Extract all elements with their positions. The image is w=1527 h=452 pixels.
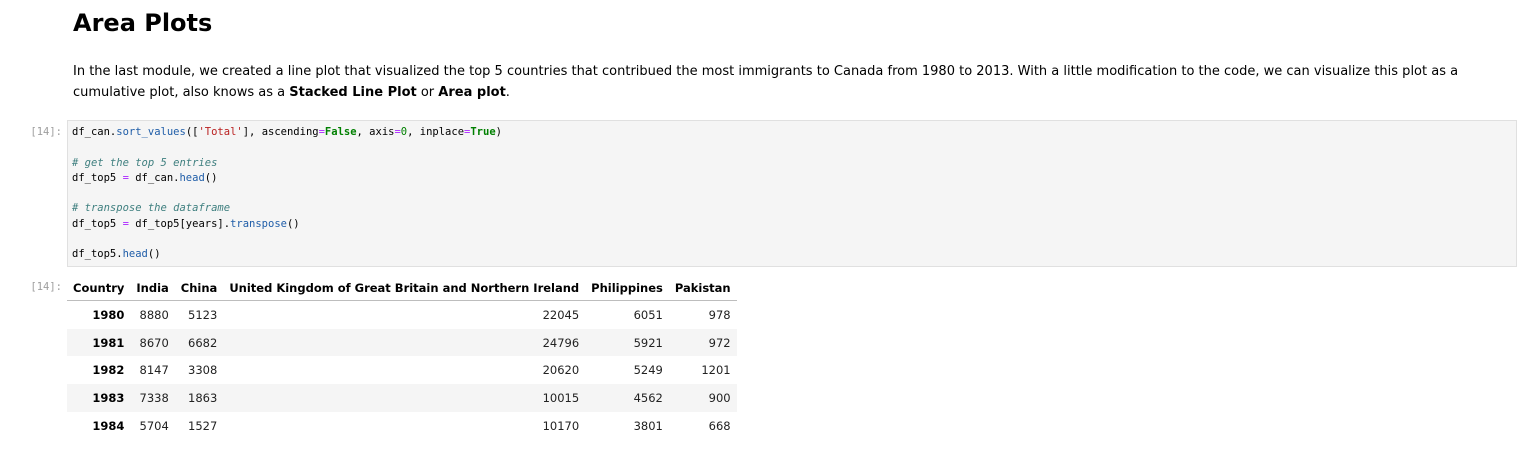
cell: 24796 [542,335,580,350]
output-prompt: [14]: [30,281,62,293]
code-token: # transpose the dataframe [72,202,231,215]
row-index: 1982 [92,363,125,378]
code-token: df_top5. [72,248,123,261]
cell: 1527 [188,418,218,433]
cell: 10015 [542,390,580,405]
cell: 22045 [542,307,580,322]
input-prompt: [14]: [30,126,62,138]
table-row: 1983 7338 1863 10015 4562 900 [67,384,737,412]
text: In the last module, we created a line pl… [73,64,1459,100]
code-line: df_top5 = df_top5[years].transpose() [72,217,1512,232]
table-row: 1984 5704 1527 10170 3801 668 [67,412,737,440]
code-token: = [318,126,325,138]
code-token: sort_values [116,126,186,138]
code-token: ) [495,126,502,138]
table-row: 1982 8147 3308 20620 5249 1201 [67,356,737,384]
code-line [72,186,1512,201]
column-header: United Kingdom of Great Britain and Nort… [223,275,586,301]
cell: 978 [708,307,731,322]
cell: 5921 [633,335,663,350]
header-row: Country India China United Kingdom of Great… [67,275,737,301]
code-line: df_top5 = df_can.head() [72,171,1512,186]
code-token: , axis [356,126,395,138]
cell: 6051 [633,307,663,322]
code-token: = [464,126,471,138]
cell: 8670 [139,335,169,350]
code-token: head [122,248,148,261]
code-token: ], ascending [242,126,319,138]
row-index: 1980 [92,307,125,322]
code-token: 'Total' [198,126,243,138]
row-index: 1984 [92,418,125,433]
code-token: () [147,248,161,261]
cell: 6682 [188,335,218,350]
code-token: ([ [185,126,199,138]
column-header: India [130,275,175,301]
code-line [72,232,1512,247]
code-line: df_top5.head() [72,247,1512,262]
code-token: True [470,126,496,138]
cell: 5123 [188,307,218,322]
cell: 1863 [188,390,218,405]
paragraph: In the last module, we created a line pl… [73,61,1503,103]
row-index: 1983 [92,390,125,405]
code-line: df_can.sort_values(['Total'], ascending=… [72,125,1512,140]
bold-text: Stacked Line Plot [289,85,417,100]
code-token: = [394,126,401,138]
text: . [505,85,510,100]
code-token: df_top5 [72,171,123,184]
cell: 3801 [633,418,663,433]
cell: 972 [708,335,731,350]
cell: 900 [708,390,731,405]
code-token: df_can. [128,171,180,184]
code-token: = [122,217,129,230]
code-token: df_top5 [72,217,123,230]
code-token: () [204,171,218,184]
bold-text: Area plot [438,85,506,100]
code-token: df_top5[years]. [128,217,231,230]
code-token: # get the top 5 entries [72,156,218,169]
code-line: # get the top 5 entries [72,156,1512,171]
code-line: # transpose the dataframe [72,201,1512,216]
table-row: 1980 8880 5123 22045 6051 978 [67,301,737,329]
output-table: Country India China United Kingdom of Great… [67,275,737,439]
code-token: df_can. [72,126,117,138]
code-token: , inplace [407,126,465,138]
cell: 668 [708,418,731,433]
column-header: Philippines [585,275,669,301]
cell: 8147 [139,363,169,378]
column-header: Pakistan [668,275,737,301]
cell: 5249 [633,363,663,378]
cell: 4562 [633,390,663,405]
code-line [72,140,1512,155]
column-header: China [174,275,224,301]
cell: 10170 [542,418,580,433]
cell: 8880 [139,307,169,322]
code-token: head [179,171,205,184]
code-token: 0 [400,126,408,138]
cell: 20620 [542,363,580,378]
code-token: () [286,217,300,230]
code-token: transpose [230,217,287,230]
cell: 5704 [139,418,169,433]
cell: 3308 [188,363,218,378]
text: or [416,85,439,100]
row-index: 1981 [92,335,125,350]
heading: Area Plots [73,9,213,37]
cell: 1201 [701,363,731,378]
table-row: 1981 8670 6682 24796 5921 972 [67,328,737,357]
index-header: Country [67,275,131,301]
code-cell[interactable]: df_can.sort_values(['Total'], ascending=… [67,120,1517,267]
code-token: = [122,171,129,184]
cell: 7338 [139,390,169,405]
code-token: False [324,126,357,138]
